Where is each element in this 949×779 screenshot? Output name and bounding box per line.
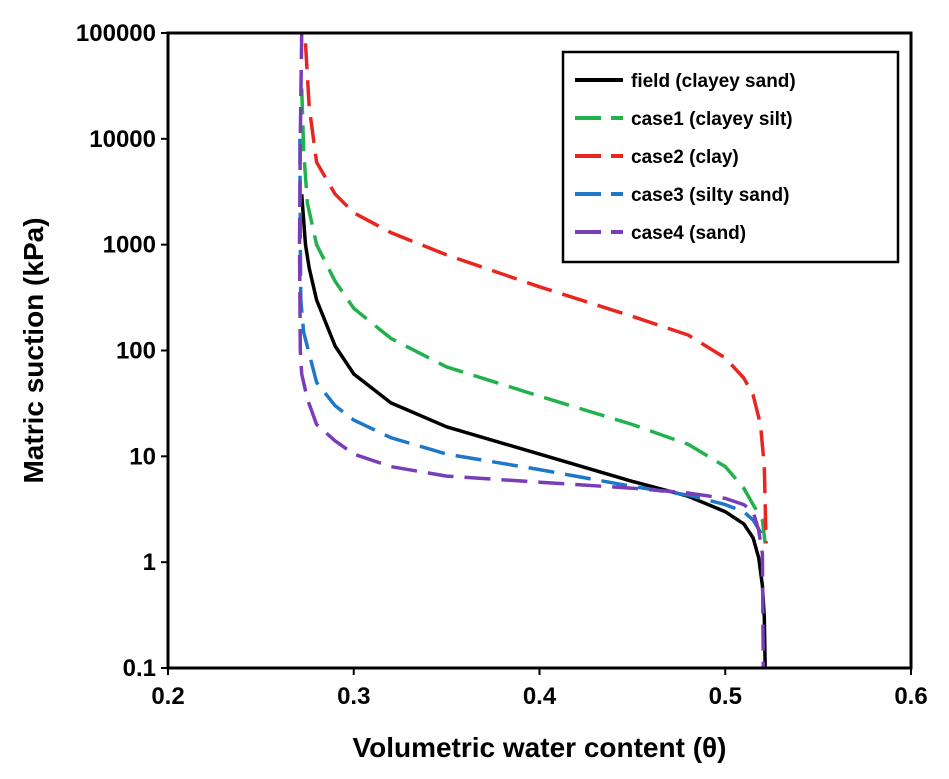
x-tick-label: 0.5 bbox=[709, 683, 742, 710]
y-tick-label: 1 bbox=[143, 549, 156, 576]
legend-label-2: case1 (clayey silt) bbox=[631, 109, 793, 130]
series-line-4 bbox=[298, 138, 764, 537]
y-tick-label: 10000 bbox=[89, 126, 156, 153]
y-tick-label: 1000 bbox=[103, 232, 156, 259]
legend-label-1: field (clayey sand) bbox=[631, 71, 796, 92]
y-ticks: 0.1 1 10 100 1000 10000 100000 bbox=[76, 20, 168, 682]
y-axis-title: Matric suction (kPa) bbox=[18, 217, 49, 483]
legend-label-5: case4 (sand) bbox=[631, 223, 746, 244]
series-line-3 bbox=[303, 43, 768, 544]
y-tick-label: 100 bbox=[116, 338, 156, 365]
y-tick-label: 10 bbox=[129, 443, 156, 470]
y-tick-label: 100000 bbox=[76, 20, 156, 47]
x-tick-label: 0.2 bbox=[151, 683, 184, 710]
legend-label-3: case2 (clay) bbox=[631, 147, 739, 168]
series-line-2 bbox=[299, 88, 767, 544]
series-line-1 bbox=[299, 194, 767, 669]
series-line-5 bbox=[297, 32, 766, 669]
x-axis-title: Volumetric water content (θ) bbox=[353, 732, 727, 763]
plot-curves bbox=[297, 32, 768, 669]
x-tick-label: 0.4 bbox=[523, 683, 557, 710]
x-tick-label: 0.3 bbox=[337, 683, 370, 710]
legend-label-4: case3 (silty sand) bbox=[631, 185, 789, 206]
x-tick-label: 0.6 bbox=[894, 683, 927, 710]
legend: field (clayey sand) case1 (clayey silt) ca… bbox=[561, 50, 900, 264]
x-ticks: 0.2 0.3 0.4 0.5 0.6 bbox=[151, 668, 928, 710]
y-tick-label: 0.1 bbox=[123, 655, 156, 682]
